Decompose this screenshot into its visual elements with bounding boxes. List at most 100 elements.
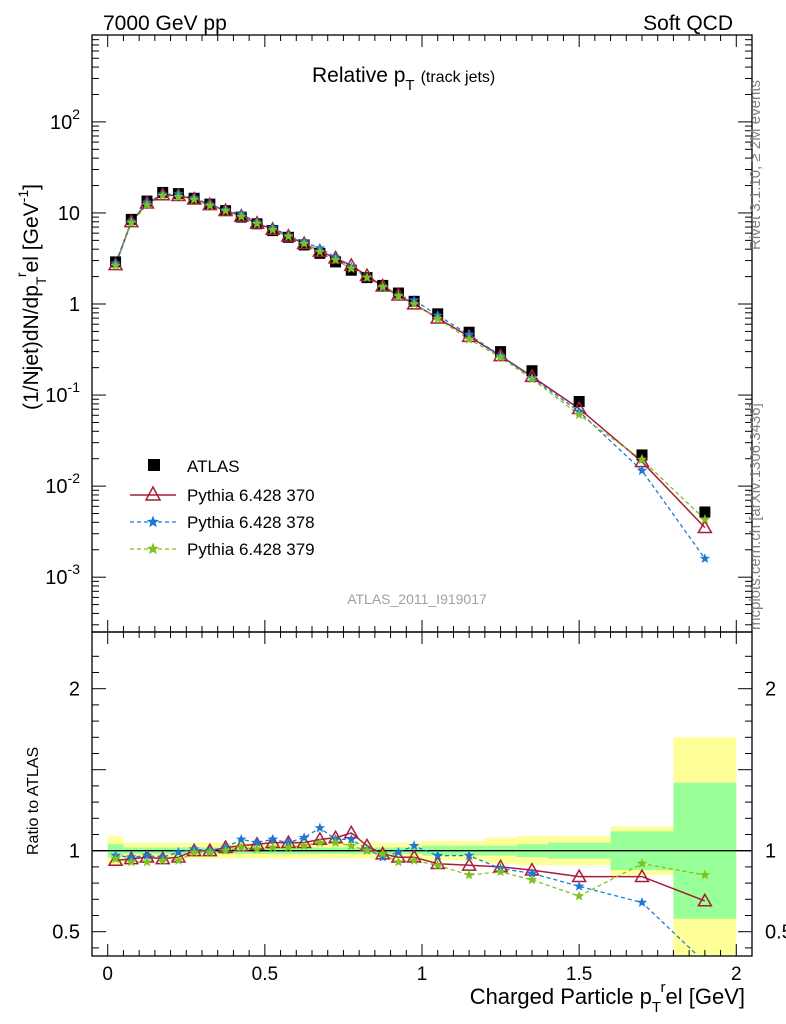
x-tick-label: 0.5 bbox=[252, 964, 278, 985]
y-tick-label: 1 bbox=[69, 294, 80, 316]
ratio-379-point bbox=[526, 874, 538, 885]
ratio-379-point bbox=[157, 854, 168, 865]
x-axis-title: Charged Particle pTrel [GeV] bbox=[470, 979, 745, 1016]
pythia-379-point bbox=[283, 231, 294, 241]
pythia-379-point bbox=[330, 254, 341, 265]
pythia-379-point bbox=[432, 313, 443, 324]
atlas-data-point bbox=[699, 506, 711, 518]
ratio-379-point bbox=[314, 837, 326, 847]
ratio-379-point bbox=[636, 858, 648, 869]
y-tick-label: 10-3 bbox=[45, 561, 80, 589]
ratio-379-point bbox=[283, 842, 294, 852]
ratio-370-point bbox=[233, 837, 250, 852]
ratio-plot-frame bbox=[91, 631, 753, 957]
ratio-370-point bbox=[154, 850, 171, 865]
ratio-379-point bbox=[251, 843, 263, 854]
pythia-379-point bbox=[573, 409, 585, 420]
y-tick-label: 10 bbox=[58, 203, 80, 225]
pythia-379-point bbox=[636, 454, 648, 465]
header-right: Soft QCD bbox=[643, 12, 733, 35]
ratio-378-point bbox=[173, 846, 184, 857]
pythia-370-point bbox=[170, 187, 187, 202]
ratio-379-point bbox=[298, 840, 310, 851]
mcplots-label: mcplots.cern.ch [arXiv:1306.3436] bbox=[747, 403, 764, 630]
pythia-379-point bbox=[126, 217, 137, 228]
ratio-379-point bbox=[126, 856, 137, 867]
ratio-y-tick-label-left: 2 bbox=[69, 679, 80, 701]
ratio-379-point bbox=[188, 846, 200, 857]
ratio-379-point bbox=[432, 859, 443, 870]
header-left: 7000 GeV pp bbox=[103, 12, 227, 35]
pythia-370-point bbox=[359, 267, 375, 282]
pythia-379-point bbox=[495, 351, 506, 362]
ratio-370-point bbox=[429, 855, 446, 870]
ratio-378-point bbox=[526, 867, 538, 878]
ratio-378-point bbox=[432, 850, 443, 860]
ratio-370-point bbox=[634, 868, 650, 883]
legend-label-378: Pythia 6.428 378 bbox=[187, 513, 315, 532]
ratio-378-point bbox=[636, 897, 648, 907]
ratio-378-point bbox=[267, 833, 278, 844]
pythia-379-point bbox=[157, 190, 168, 201]
main-y-axis-title: (1/Njet)dN/dpTrel [GeV-1] bbox=[13, 184, 49, 410]
ratio-378-point bbox=[141, 850, 153, 860]
pythia-379-point bbox=[251, 218, 263, 229]
pythia-379-point bbox=[204, 200, 216, 211]
x-tick-label: 2 bbox=[731, 964, 742, 985]
x-tick-label: 1 bbox=[417, 964, 428, 985]
ratio-379-point bbox=[495, 866, 506, 877]
ratio-378-point bbox=[298, 832, 310, 843]
main-line-1 bbox=[114, 194, 706, 529]
ratio-379-point bbox=[204, 846, 216, 857]
rivet-version-label: Rivet 3.1.10, ≥ 2M events bbox=[747, 80, 764, 250]
ratio-370-point bbox=[697, 892, 713, 907]
legend-star-378-shape bbox=[146, 515, 160, 528]
pythia-379-point bbox=[110, 260, 121, 270]
y-tick-label: 10-1 bbox=[45, 379, 80, 407]
pythia-378-point bbox=[699, 553, 711, 563]
ratio-370-point bbox=[186, 842, 202, 857]
ratio-378-point bbox=[314, 822, 326, 833]
ratio-379-point bbox=[377, 848, 388, 859]
ratio-y-tick-label-right: 2 bbox=[765, 679, 776, 701]
ratio-379-point bbox=[463, 869, 475, 880]
ratio-379-point bbox=[173, 854, 184, 865]
pythia-379-point bbox=[141, 199, 153, 210]
pythia-379-point bbox=[220, 205, 231, 216]
legend-marker-378 bbox=[146, 515, 160, 528]
ratio-y-axis-title: Ratio to ATLAS bbox=[25, 747, 42, 855]
ratio-379-point bbox=[573, 890, 585, 901]
legend-marker-370 bbox=[144, 485, 162, 501]
x-tick-label: 0 bbox=[102, 964, 113, 985]
ratio-379-point bbox=[141, 856, 153, 867]
pythia-379-point bbox=[361, 272, 373, 282]
ratio-378-point bbox=[377, 851, 388, 862]
ratio-378-point bbox=[236, 833, 247, 844]
legend-star-379-shape bbox=[146, 542, 160, 555]
analysis-tag: ATLAS_2011_I919017 bbox=[347, 591, 487, 607]
pythia-378-point bbox=[636, 465, 648, 476]
pythia-379-point bbox=[173, 191, 184, 202]
legend: ATLAS Pythia 6.428 370 Pythia 6.428 378 … bbox=[130, 457, 315, 559]
ratio-uncertainty-bands bbox=[107, 737, 737, 956]
legend-label-379: Pythia 6.428 379 bbox=[187, 540, 315, 559]
pythia-379-point bbox=[377, 281, 388, 292]
pythia-379-point bbox=[236, 211, 247, 222]
legend-label-atlas: ATLAS bbox=[187, 457, 240, 476]
ratio-378-point bbox=[573, 880, 585, 891]
main-title: Relative pT (track jets) bbox=[312, 64, 495, 94]
ratio-series-layer bbox=[107, 822, 713, 956]
ratio-y-tick-label-right: 1 bbox=[765, 841, 776, 863]
ratio-378-point bbox=[408, 840, 420, 851]
pythia-370-point bbox=[697, 519, 713, 534]
ratio-378-point bbox=[463, 850, 475, 860]
ratio-y-tick-label-left: 0.5 bbox=[52, 922, 80, 944]
main-series-layer bbox=[107, 186, 713, 563]
ratio-379-point bbox=[699, 869, 711, 880]
ratio-379-point bbox=[110, 853, 121, 864]
ratio-378-point bbox=[393, 846, 404, 857]
ratio-y-tick-label-right: 0.5 bbox=[765, 922, 786, 944]
pythia-379-point bbox=[526, 373, 538, 384]
pythia-379-point bbox=[463, 333, 475, 344]
